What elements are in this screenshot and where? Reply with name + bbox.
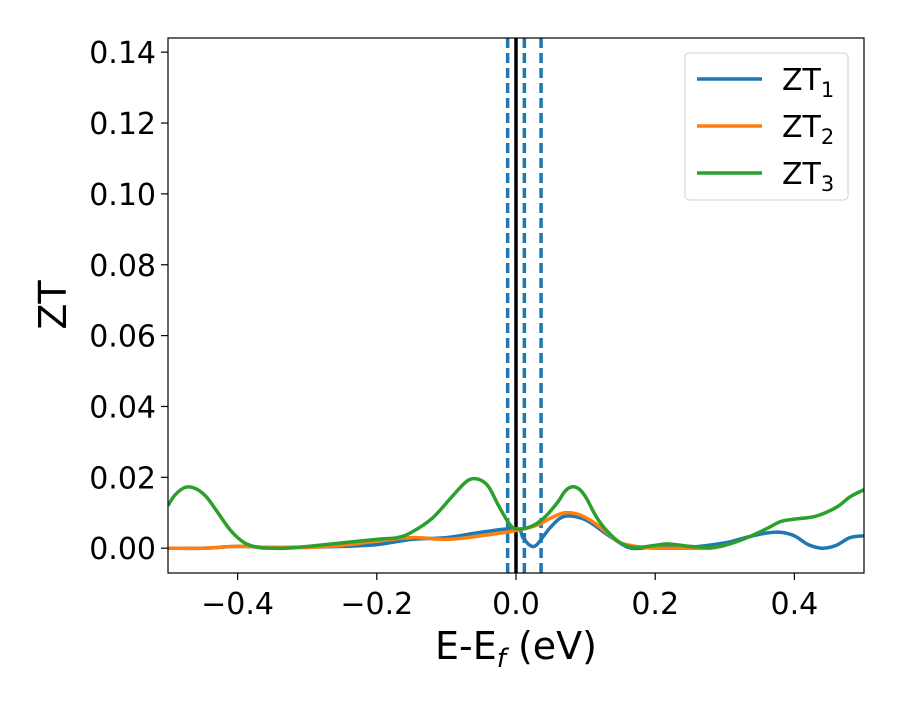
series-line-zt2 [168,510,726,551]
series-line-zt3 [168,476,864,551]
x-tick-label: −0.4 [201,587,274,622]
x-axis-ticks: −0.4 −0.2 0.0 0.2 0.4 [201,573,818,622]
x-tick-label: 0.2 [631,587,679,622]
y-axis-label: ZT [31,280,75,330]
x-axis-label-unit: (eV) [506,624,597,668]
y-tick-label: 0.04 [89,390,156,425]
y-tick-label: 0.14 [89,36,156,71]
x-tick-label: 0.0 [492,587,540,622]
y-axis-ticks: 0.00 0.02 0.04 0.06 0.08 0.10 0.12 0.14 [89,36,168,567]
x-axis-label-main: E-E [435,624,497,668]
x-axis-label: E-Ef (eV) [435,624,597,674]
x-tick-label: 0.4 [771,587,819,622]
y-tick-label: 0.10 [89,178,156,213]
y-tick-label: 0.06 [89,320,156,355]
series-lines [168,476,864,551]
legend-entries: ZT1 ZT2 ZT3 [697,63,834,196]
y-tick-label: 0.00 [89,532,156,567]
legend-label-zt2: ZT2 [782,110,834,149]
y-tick-label: 0.08 [89,249,156,284]
x-tick-label: −0.2 [340,587,413,622]
legend-label-zt1: ZT1 [782,63,834,102]
y-tick-label: 0.02 [89,461,156,496]
legend-box [684,52,849,201]
reference-lines [505,38,543,573]
y-tick-label: 0.12 [89,107,156,142]
legend-label-zt3: ZT3 [782,157,834,196]
legend: ZT1 ZT2 ZT3 [684,52,849,201]
